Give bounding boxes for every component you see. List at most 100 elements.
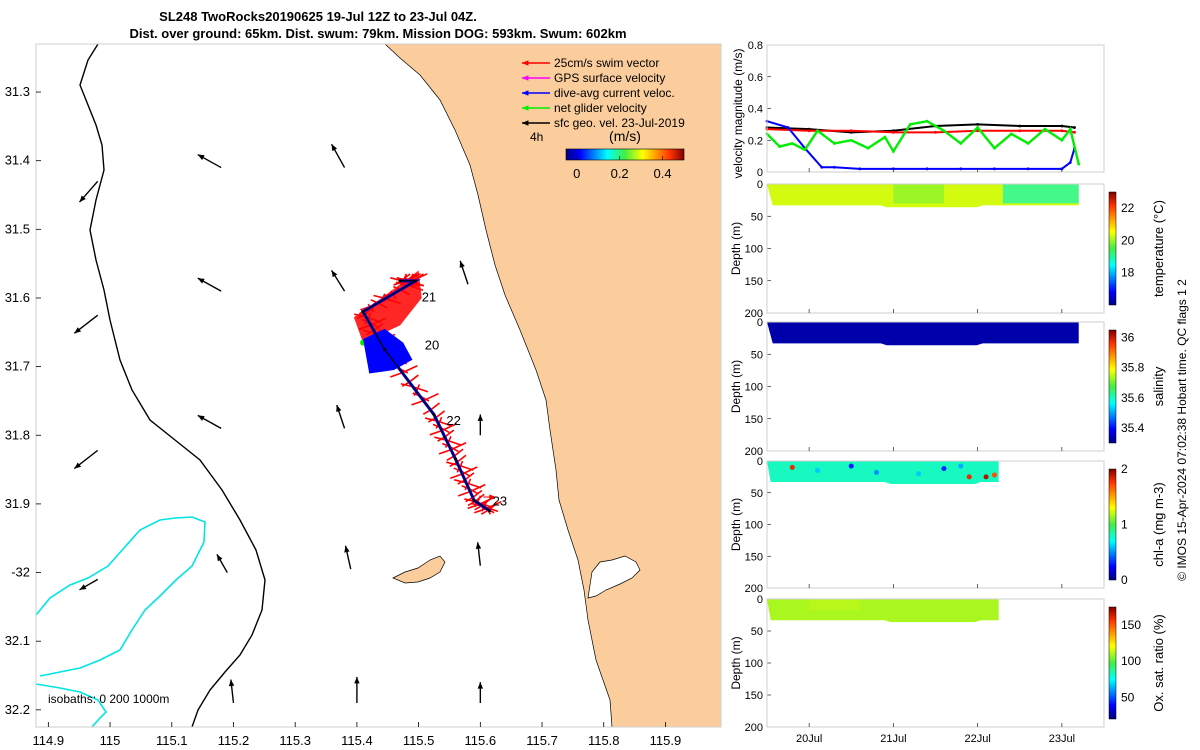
geo-velocity-arrow-head [74, 462, 82, 469]
series-point [816, 129, 819, 133]
swim-vector [438, 448, 452, 455]
copyright-note: © IMOS 15-Apr-2024 07:02:38 Hobart time.… [1175, 279, 1189, 581]
series-line [766, 120, 1076, 170]
series-point [976, 126, 980, 129]
series-point [778, 145, 782, 149]
swim-vector [456, 454, 467, 463]
series-point [976, 122, 980, 126]
swim-vector [487, 502, 498, 511]
map-xtick-label: 115.2 [218, 733, 250, 748]
map-xtick-label: 115.6 [465, 733, 497, 748]
geo-velocity-arrow-head [79, 195, 86, 203]
day-label: 20 [425, 337, 439, 352]
map-ytick-label: 31.4 [5, 153, 30, 168]
colorbar-tick-label: 150 [1121, 618, 1141, 632]
colorbar-tick-label: 18 [1121, 266, 1135, 280]
profile-patch [1002, 184, 1079, 204]
colorbar-tick-label: 2 [1121, 462, 1128, 476]
colorbar-tick-label: 35.6 [1121, 391, 1145, 405]
ytick-label: 0 [757, 594, 763, 606]
colorbar-tick-label: 0 [573, 166, 580, 181]
legend-label: net glider velocity [554, 101, 647, 115]
geo-velocity-arrow-head [74, 327, 82, 334]
speed-colorbar [565, 148, 685, 161]
chl-sample [789, 464, 795, 470]
ylabel: Depth (m) [729, 360, 743, 413]
isobath-1000m [36, 516, 206, 727]
ylabel: Depth (m) [729, 636, 743, 689]
map-y-axis: 31.3 31.4 31.5 31.6 31.7 31.8 31.9 -32 32.1 32.2 [5, 84, 41, 717]
series-point [803, 148, 807, 152]
colorbar-tick-label: 35.4 [1121, 421, 1145, 435]
colorbar-tick-label: 35.8 [1121, 361, 1145, 375]
swim-vector [435, 410, 446, 419]
map-ytick-label: 31.3 [5, 84, 30, 99]
map-ytick-label: 31.6 [5, 290, 30, 305]
ytick-label: 150 [745, 690, 763, 702]
island [392, 555, 446, 584]
map-ytick-label: 31.5 [5, 221, 30, 236]
swim-vector [424, 417, 438, 422]
chl-sample [991, 472, 997, 478]
panel-salinity: 0 50 100 150 200 Depth (m) 35.4 35.6 35.8 36 salin… [729, 317, 1166, 458]
map-xtick-label: 115.4 [341, 733, 373, 748]
ytick-label: 50 [751, 211, 763, 223]
chl-sample [983, 474, 989, 480]
figure-title-line2: Dist. over ground: 65km. Dist. swum: 79k… [129, 26, 626, 41]
panel-oxygen: 0 50 100 150 200 Depth (m) 50 100 150 Ox. sat. ra… [729, 594, 1166, 745]
track-point [398, 279, 402, 283]
series-point [849, 129, 853, 133]
colorbar-label: chl-a (mg m-3) [1151, 482, 1166, 567]
series-line [766, 119, 1080, 165]
swim-vector [469, 483, 486, 493]
colorbar-tick-label: 22 [1121, 201, 1135, 215]
map-xtick-label: 115 [100, 733, 121, 748]
speed-colorbar-ticks: 0 0.2 0.4 [573, 156, 672, 181]
swim-vector [444, 429, 455, 438]
swim-vector [472, 489, 483, 499]
geo-velocity-arrow-head [197, 154, 205, 161]
geo-velocity-arrow-head [228, 679, 235, 687]
swim-vector [453, 448, 464, 457]
geo-velocity-arrow-head [336, 405, 342, 412]
swim-vector [461, 466, 478, 475]
legend-label: sfc geo. vel. 23-Jul-2019 [554, 116, 685, 130]
ytick-label: 200 [745, 308, 763, 320]
colorbar-tick-label: 36 [1121, 331, 1135, 345]
day-label: 21 [422, 289, 436, 304]
profile-band [767, 461, 999, 484]
ytick-label: 50 [751, 488, 763, 500]
colorbar-label: Ox. sat. ratio (%) [1151, 614, 1166, 712]
geo-velocity-arrow-head [477, 682, 484, 689]
legend-label: GPS surface velocity [554, 71, 665, 85]
panel-colorbar [1108, 606, 1117, 720]
geostrophic-arrows [73, 143, 484, 704]
ytick-label: 200 [745, 722, 763, 734]
geo-velocity-arrow-head [459, 260, 465, 268]
colorbar-tick-label: 100 [1121, 654, 1141, 668]
ytick-label: 50 [751, 349, 763, 361]
profile-band [767, 599, 999, 623]
series-point [1068, 127, 1072, 131]
panel-temperature: 0 50 100 150 200 Depth (m) 18 20 22 temperature (… [729, 179, 1166, 320]
geo-velocity-arrow-head [197, 415, 205, 421]
swim-vector [474, 507, 487, 514]
inlet [587, 555, 641, 599]
swim-vector [408, 374, 419, 383]
map-xtick-label: 114.9 [33, 733, 65, 748]
geo-velocity-arrow-head [216, 554, 223, 562]
ytick-label: 200 [745, 446, 763, 458]
map-ytick-label: 31.8 [5, 427, 30, 442]
legend-label: 25cm/s swim vector [554, 56, 659, 70]
series-point [866, 146, 870, 150]
legend-arrow-head [522, 60, 529, 66]
swim-vector [464, 472, 475, 481]
map-ytick-label: 31.9 [5, 496, 30, 511]
colorbar-units: (m/s) [609, 128, 641, 144]
series-point [993, 146, 996, 150]
xtick-label: 21Jul [880, 733, 906, 745]
series-point [1009, 132, 1013, 136]
geo-velocity-arrow-head [475, 542, 482, 549]
